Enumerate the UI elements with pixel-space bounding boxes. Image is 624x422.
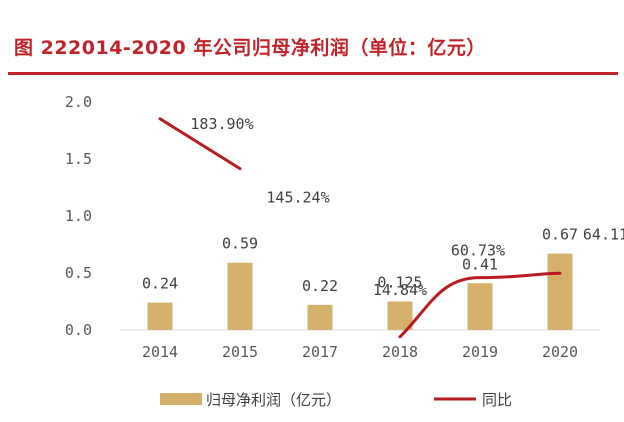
- x-tick-label: 2020: [542, 343, 578, 361]
- yoy-data-label: 64.11%: [583, 225, 624, 243]
- y-tick-label: 1.0: [65, 207, 92, 225]
- legend-label-profit: 归母净利润（亿元）: [206, 391, 341, 409]
- bar-data-label: 0.67: [542, 226, 578, 244]
- bar: [387, 301, 413, 330]
- bar: [307, 304, 333, 330]
- yoy-data-label: 145.24%: [266, 189, 329, 207]
- bar-data-label: 0.59: [222, 235, 258, 253]
- y-tick-label: 1.5: [65, 150, 92, 168]
- x-tick-label: 2018: [382, 343, 418, 361]
- yoy-line-segment-1: [158, 117, 242, 171]
- x-axis: 2014 2015 2017 2018 2019 2020: [142, 343, 578, 361]
- bar-data-label: 0.22: [302, 277, 338, 295]
- y-tick-label: 0.5: [65, 264, 92, 282]
- legend-label-yoy: 同比: [482, 391, 512, 409]
- bar: [467, 283, 493, 330]
- bar-data-label: 0.125: [377, 274, 422, 292]
- yoy-data-labels: 183.90% 145.24% 14.84% 60.73% 64.11%: [190, 115, 624, 299]
- title-underline: [8, 72, 618, 75]
- yoy-data-label: 14.84%: [373, 281, 427, 299]
- yoy-data-label: 183.90%: [190, 115, 253, 133]
- bar-data-label: 0.24: [142, 275, 178, 293]
- legend-swatch-profit: [160, 393, 202, 405]
- bar-data-labels: 0.24 0.59 0.22 0.125 0.41 0.67: [142, 226, 578, 295]
- bar: [547, 253, 573, 330]
- y-tick-label: 0.0: [65, 321, 92, 339]
- yoy-data-label: 60.73%: [451, 242, 505, 260]
- x-tick-label: 2015: [222, 343, 258, 361]
- yoy-line-segment-2: [398, 271, 562, 339]
- y-axis: 2.0 1.5 1.0 0.5 0.0: [65, 93, 92, 339]
- y-tick-label: 2.0: [65, 93, 92, 111]
- chart-title: 图 222014-2020 年公司归母净利润（单位：亿元）: [14, 37, 486, 59]
- bar: [227, 262, 253, 330]
- bar-data-label: 0.41: [462, 255, 498, 273]
- legend: 归母净利润（亿元） 同比: [160, 391, 512, 409]
- bar-series: [147, 253, 573, 330]
- bar: [147, 302, 173, 330]
- x-tick-label: 2019: [462, 343, 498, 361]
- x-tick-label: 2017: [302, 343, 338, 361]
- x-tick-label: 2014: [142, 343, 178, 361]
